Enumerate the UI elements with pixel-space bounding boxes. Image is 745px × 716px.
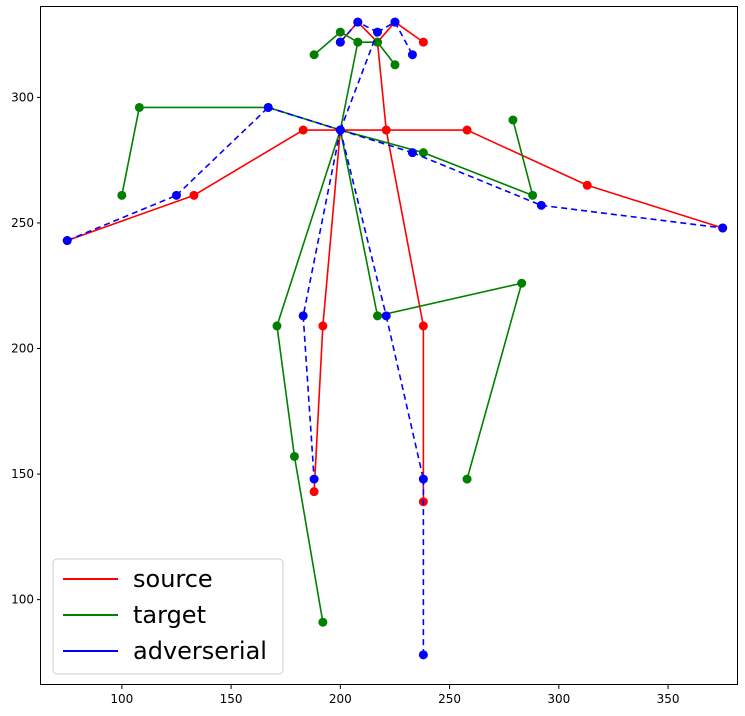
target-joint [272,321,282,331]
x-tick-label: 350 [657,692,680,706]
adverserial-limb [339,31,379,131]
ticks-layer: 100 150 200 250 300 350 100 150 200 250 300 [11,90,679,706]
source-limb [586,184,723,229]
adverserial-joint [335,37,345,47]
x-tick-label: 150 [220,692,243,706]
target-joint [353,37,363,47]
adverserial-joint [171,190,181,200]
x-tick-label: 200 [329,692,352,706]
adverserial-limb [302,315,315,480]
y-tick-label: 150 [11,467,34,481]
target-limb [376,41,396,66]
adverserial-joint [536,200,546,210]
source-joint [418,321,428,331]
target-limb [276,325,296,457]
adverserial-joint [407,50,417,60]
target-joint [508,115,518,125]
source-limb [313,325,324,492]
legend: source target adverserial [52,558,284,675]
adverserial-joint [418,474,428,484]
adverserial-joint [418,650,428,660]
source-limb [322,129,342,326]
adverserial-joint [309,474,319,484]
source-limb [376,42,388,131]
adverserial-joint [335,125,345,135]
source-joint [189,190,199,200]
target-joint [318,617,328,627]
legend-box [52,558,284,675]
target-limb [512,119,534,196]
x-tick-label: 250 [438,692,461,706]
adverserial-joint [718,223,728,233]
target-limb [339,41,359,131]
source-joint [309,487,319,497]
target-limb [276,129,342,327]
adverserial-joint [372,27,382,37]
adverserial-joint [353,17,363,27]
target-limb [377,282,522,317]
adverserial-limb [394,21,414,56]
y-tick-label: 250 [11,216,34,230]
adverserial-joint [298,311,308,321]
y-tick-label: 200 [11,342,34,356]
target-limb [423,151,533,197]
legend-label-adverserial: adverserial [133,637,267,665]
target-joint [372,37,382,47]
x-tick-label: 100 [110,692,133,706]
target-joint [462,474,472,484]
source-joint [381,125,391,135]
target-joint [418,148,428,158]
target-joint [117,190,127,200]
source-joint [462,125,472,135]
target-limb [121,107,141,196]
legend-label-source: source [133,565,213,593]
adverserial-joint [381,311,391,321]
y-tick-label: 300 [11,90,34,104]
target-joint [517,278,527,288]
target-joint [335,27,345,37]
source-joint [418,37,428,47]
target-limb [313,31,341,56]
target-limb [466,283,523,480]
adverserial-limb [175,106,269,196]
source-joint [318,321,328,331]
source-limb [466,129,588,187]
target-joint [309,50,319,60]
adverserial-limb [340,129,413,154]
adverserial-limb [385,315,425,480]
source-limb [66,194,195,242]
adverserial-joint [407,148,417,158]
series-target [117,27,538,627]
source-limb [394,21,424,43]
y-tick-label: 100 [11,593,34,607]
source-limb [357,21,379,43]
x-tick-label: 300 [547,692,570,706]
series-layer [62,17,728,660]
target-joint [289,451,299,461]
adverserial-joint [62,236,72,246]
source-limb [193,129,304,197]
adverserial-joint [263,102,273,112]
target-joint [372,311,382,321]
adverserial-joint [390,17,400,27]
legend-label-target: target [133,601,206,629]
source-limb [385,129,425,327]
target-limb [293,456,324,623]
target-joint [528,190,538,200]
adverserial-limb [267,106,341,131]
source-joint [582,180,592,190]
adverserial-limb [541,204,723,229]
series-adverserial [62,17,728,660]
adverserial-limb [302,129,342,317]
target-joint [134,102,144,112]
adverserial-limb [339,129,387,317]
target-joint [390,60,400,70]
target-limb [339,129,379,317]
adverserial-limb [412,151,542,207]
source-joint [298,125,308,135]
